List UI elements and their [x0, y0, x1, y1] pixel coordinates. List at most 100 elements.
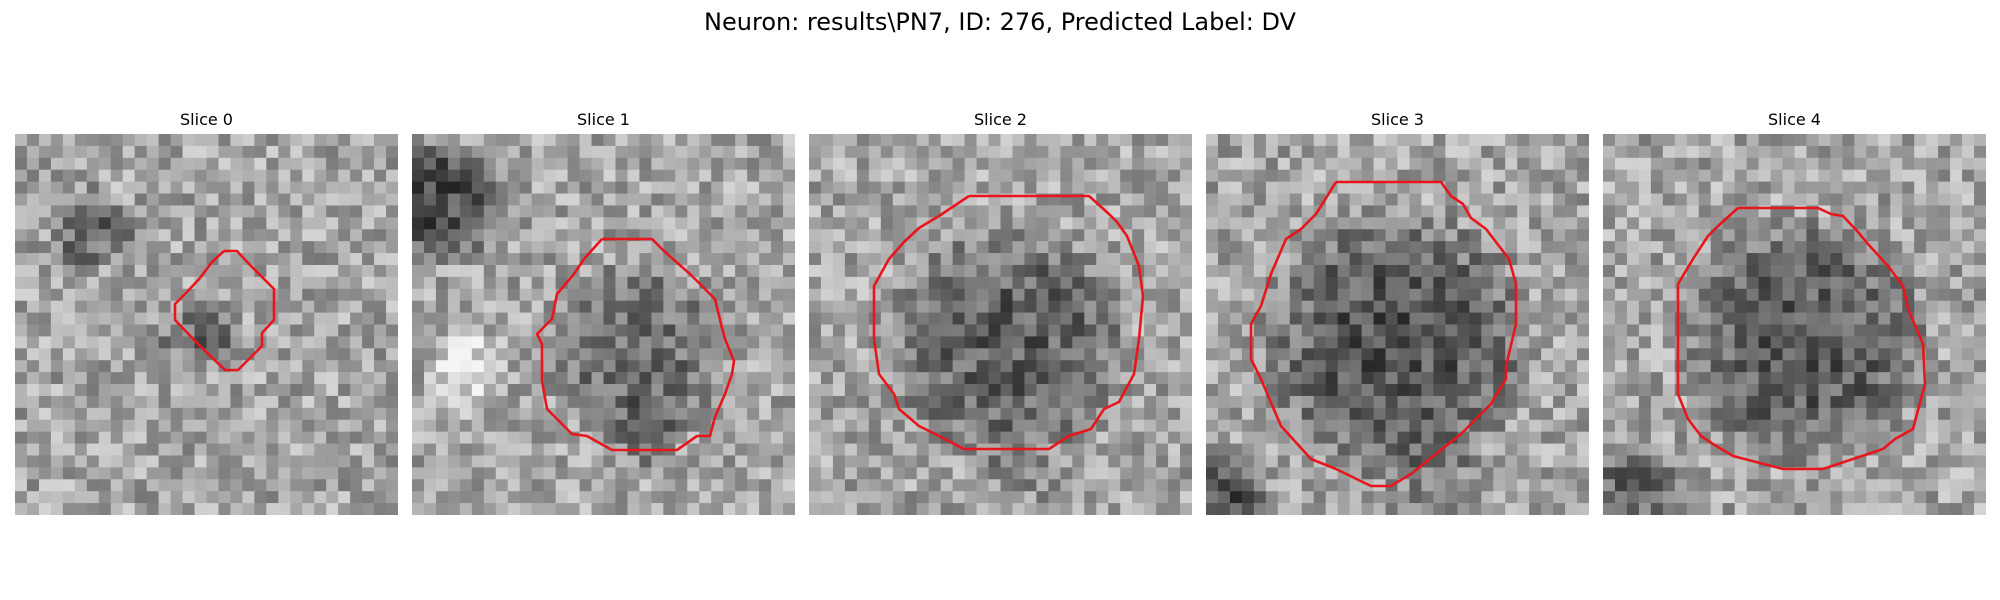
pixel [711, 276, 724, 290]
pixel [1650, 300, 1664, 314]
pixel [1686, 205, 1700, 218]
pixel [302, 395, 315, 409]
pixel [615, 467, 629, 480]
pixel [1854, 348, 1867, 361]
pixel [1433, 276, 1446, 290]
pixel [242, 276, 255, 290]
pixel [1433, 169, 1446, 183]
pixel [1217, 419, 1231, 433]
pixel [928, 491, 942, 504]
pixel [110, 145, 124, 159]
pixel [1433, 253, 1446, 266]
pixel [1072, 479, 1085, 492]
pixel [314, 372, 327, 385]
pixel [1156, 324, 1169, 338]
pixel [1433, 419, 1446, 433]
pixel [1445, 467, 1458, 480]
pixel [1409, 431, 1423, 445]
pixel [1505, 360, 1518, 373]
pixel [459, 395, 473, 409]
pixel [362, 145, 375, 159]
pixel [1541, 372, 1554, 385]
pixel [326, 467, 339, 480]
pixel [110, 205, 124, 218]
pixel [483, 384, 497, 397]
pixel [435, 229, 449, 242]
pixel [868, 407, 882, 421]
pixel [362, 300, 375, 314]
pixel [1517, 384, 1530, 397]
pixel [74, 407, 88, 421]
pixel [1337, 419, 1351, 433]
pixel [976, 241, 990, 254]
pixel [1890, 145, 1903, 159]
pixel [1878, 348, 1891, 361]
pixel [386, 503, 398, 515]
pixel [783, 264, 795, 278]
pixel [627, 336, 641, 349]
pixel [952, 491, 966, 504]
pixel [531, 384, 545, 397]
pixel [1734, 229, 1748, 242]
pixel [1409, 360, 1423, 373]
pixel [555, 360, 569, 373]
pixel [940, 253, 954, 266]
pixel [1445, 145, 1458, 159]
pixel [74, 384, 88, 397]
pixel [1710, 312, 1724, 326]
pixel [1096, 431, 1109, 445]
pixel [820, 181, 834, 195]
pixel [771, 157, 784, 171]
pixel [1241, 443, 1255, 457]
pixel [952, 324, 966, 338]
pixel [182, 253, 196, 266]
pixel [1229, 419, 1243, 433]
pixel [230, 384, 244, 397]
pixel [194, 336, 208, 349]
pixel [964, 503, 978, 515]
pixel [495, 372, 509, 385]
pixel [1770, 384, 1784, 397]
pixel [1842, 324, 1855, 338]
pixel [1217, 491, 1231, 504]
pixel [1144, 276, 1157, 290]
pixel [1206, 193, 1219, 207]
pixel [603, 360, 617, 373]
pixel [759, 264, 772, 278]
pixel [278, 407, 291, 421]
pixel [928, 169, 942, 183]
pixel [1914, 229, 1927, 242]
pixel [1265, 300, 1279, 314]
pixel [1084, 300, 1097, 314]
pixel [531, 157, 545, 171]
pixel [519, 395, 533, 409]
pixel [1301, 312, 1315, 326]
pixel [483, 455, 497, 468]
pixel [1818, 181, 1832, 195]
pixel [964, 455, 978, 468]
pixel [1866, 264, 1879, 278]
pixel [447, 264, 461, 278]
pixel [976, 336, 990, 349]
pixel [1794, 407, 1808, 421]
pixel [1289, 419, 1303, 433]
pixel [302, 181, 315, 195]
pixel [1457, 145, 1470, 159]
pixel [1926, 395, 1939, 409]
pixel [242, 205, 255, 218]
pixel [1614, 384, 1628, 397]
pixel [1060, 336, 1073, 349]
pixel [1012, 407, 1026, 421]
pixel [1842, 205, 1855, 218]
pixel [146, 395, 160, 409]
pixel [928, 229, 942, 242]
pixel [206, 312, 220, 326]
pixel [1301, 288, 1315, 302]
pixel [892, 276, 906, 290]
pixel [809, 145, 822, 159]
pixel [350, 205, 363, 218]
pixel [543, 360, 557, 373]
pixel [1638, 193, 1652, 207]
pixel [1950, 134, 1963, 147]
pixel [1565, 181, 1578, 195]
